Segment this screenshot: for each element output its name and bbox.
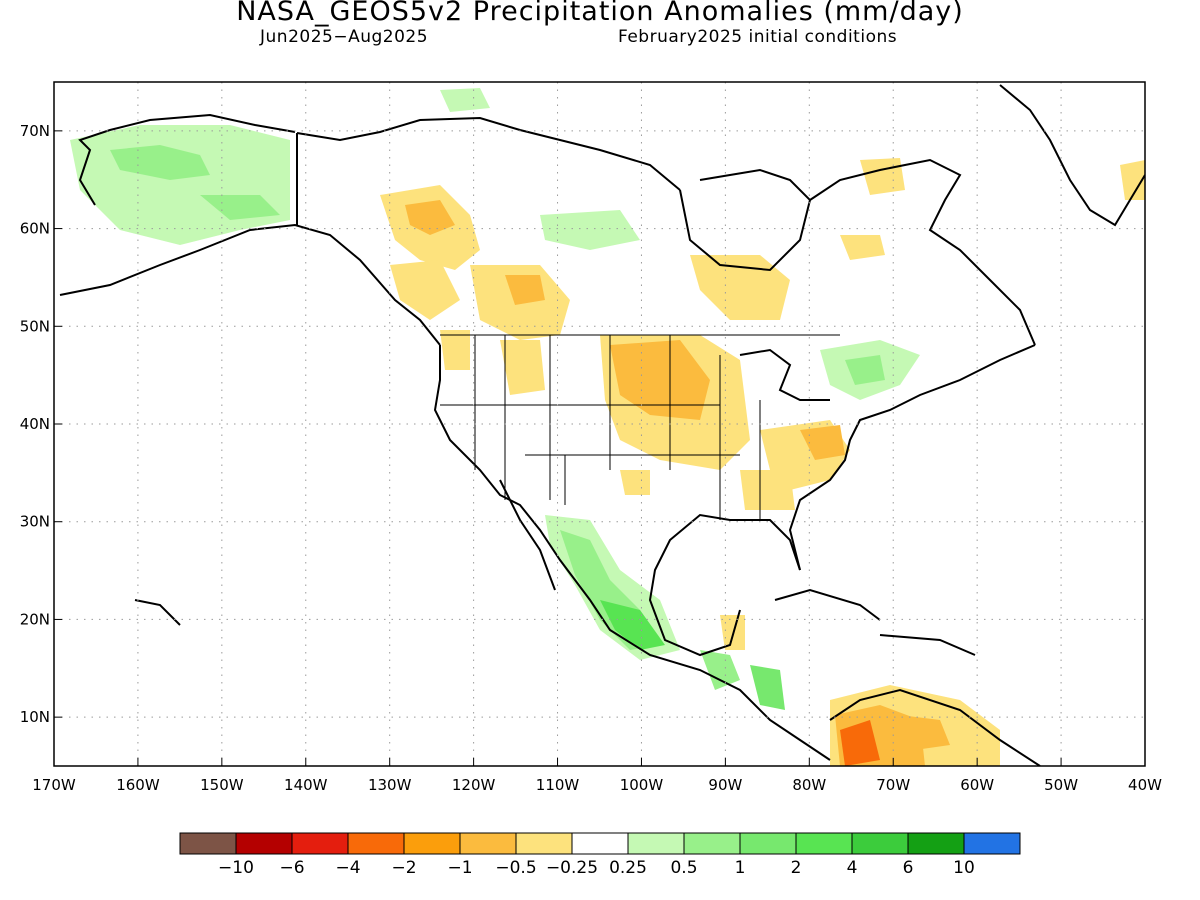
anomaly-shading — [70, 88, 1145, 766]
initial-conditions: February2025 initial conditions — [618, 27, 898, 47]
colorbar-swatch — [291, 832, 349, 855]
colorbar-swatch — [851, 832, 909, 855]
colorbar-swatch — [179, 832, 237, 855]
colorbar-swatch — [515, 832, 573, 855]
forecast-period: Jun2025−Aug2025 — [260, 27, 429, 47]
colorbar-swatch — [739, 832, 797, 855]
lon-tick-label: 150W — [200, 776, 244, 794]
colorbar-swatch — [907, 832, 965, 855]
colorbar-swatch — [795, 832, 853, 855]
lat-tick-label: 50N — [20, 317, 50, 335]
colorbar-swatch — [347, 832, 405, 855]
lon-tick-label: 60W — [960, 776, 994, 794]
lon-tick-label: 100W — [620, 776, 664, 794]
longitude-axis: 170W 160W 150W 140W 130W 120W 110W 100W 90W 80W 70… — [32, 758, 1162, 794]
colorbar-swatch — [459, 832, 517, 855]
map-plot-area — [54, 82, 1145, 766]
lat-tick-label: 30N — [20, 513, 50, 531]
colorbar-label: −10 — [218, 858, 254, 878]
lat-tick-label: 20N — [20, 610, 50, 628]
colorbar-label: −4 — [335, 858, 360, 878]
lon-tick-label: 130W — [368, 776, 412, 794]
colorbar-label: 10 — [953, 858, 975, 878]
colorbar-label: −0.5 — [495, 858, 536, 878]
latitude-axis: 70N 60N 50N 40N 30N 20N 10N — [20, 122, 62, 726]
colorbar-label: −6 — [279, 858, 304, 878]
political-borders — [440, 334, 840, 520]
lon-tick-label: 140W — [284, 776, 328, 794]
coastlines — [59, 84, 1145, 766]
lat-tick-label: 10N — [20, 708, 50, 726]
colorbar: −10 −6 −4 −2 −1 −0.5 −0.25 0.25 0.5 1 2 4 6 10 — [179, 832, 1021, 878]
lon-tick-label: 70W — [876, 776, 910, 794]
lon-tick-label: 110W — [536, 776, 580, 794]
colorbar-swatch — [235, 832, 293, 855]
lat-tick-label: 70N — [20, 122, 50, 140]
colorbar-label: 1 — [735, 858, 746, 878]
colorbar-swatch — [963, 832, 1021, 855]
colorbar-swatch — [571, 832, 629, 855]
colorbar-label: 0.5 — [670, 858, 697, 878]
colorbar-label: −0.25 — [546, 858, 598, 878]
colorbar-label: 2 — [791, 858, 802, 878]
lon-tick-label: 80W — [792, 776, 826, 794]
chart-title: NASA_GEOS5v2 Precipitation Anomalies (mm… — [236, 0, 964, 27]
colorbar-swatch — [627, 832, 685, 855]
colorbar-label: 0.25 — [609, 858, 647, 878]
colorbar-swatch — [403, 832, 461, 855]
lon-tick-label: 40W — [1128, 776, 1162, 794]
lat-tick-label: 60N — [20, 220, 50, 238]
lon-tick-label: 90W — [708, 776, 742, 794]
colorbar-label: −1 — [447, 858, 472, 878]
colorbar-label: 4 — [847, 858, 858, 878]
colorbar-label: −2 — [391, 858, 416, 878]
lon-tick-label: 170W — [32, 776, 76, 794]
lon-tick-label: 50W — [1044, 776, 1078, 794]
graticule — [54, 82, 1145, 766]
colorbar-label: 6 — [903, 858, 914, 878]
lon-tick-label: 160W — [116, 776, 160, 794]
lat-tick-label: 40N — [20, 415, 50, 433]
colorbar-swatch — [683, 832, 741, 855]
lon-tick-label: 120W — [452, 776, 496, 794]
